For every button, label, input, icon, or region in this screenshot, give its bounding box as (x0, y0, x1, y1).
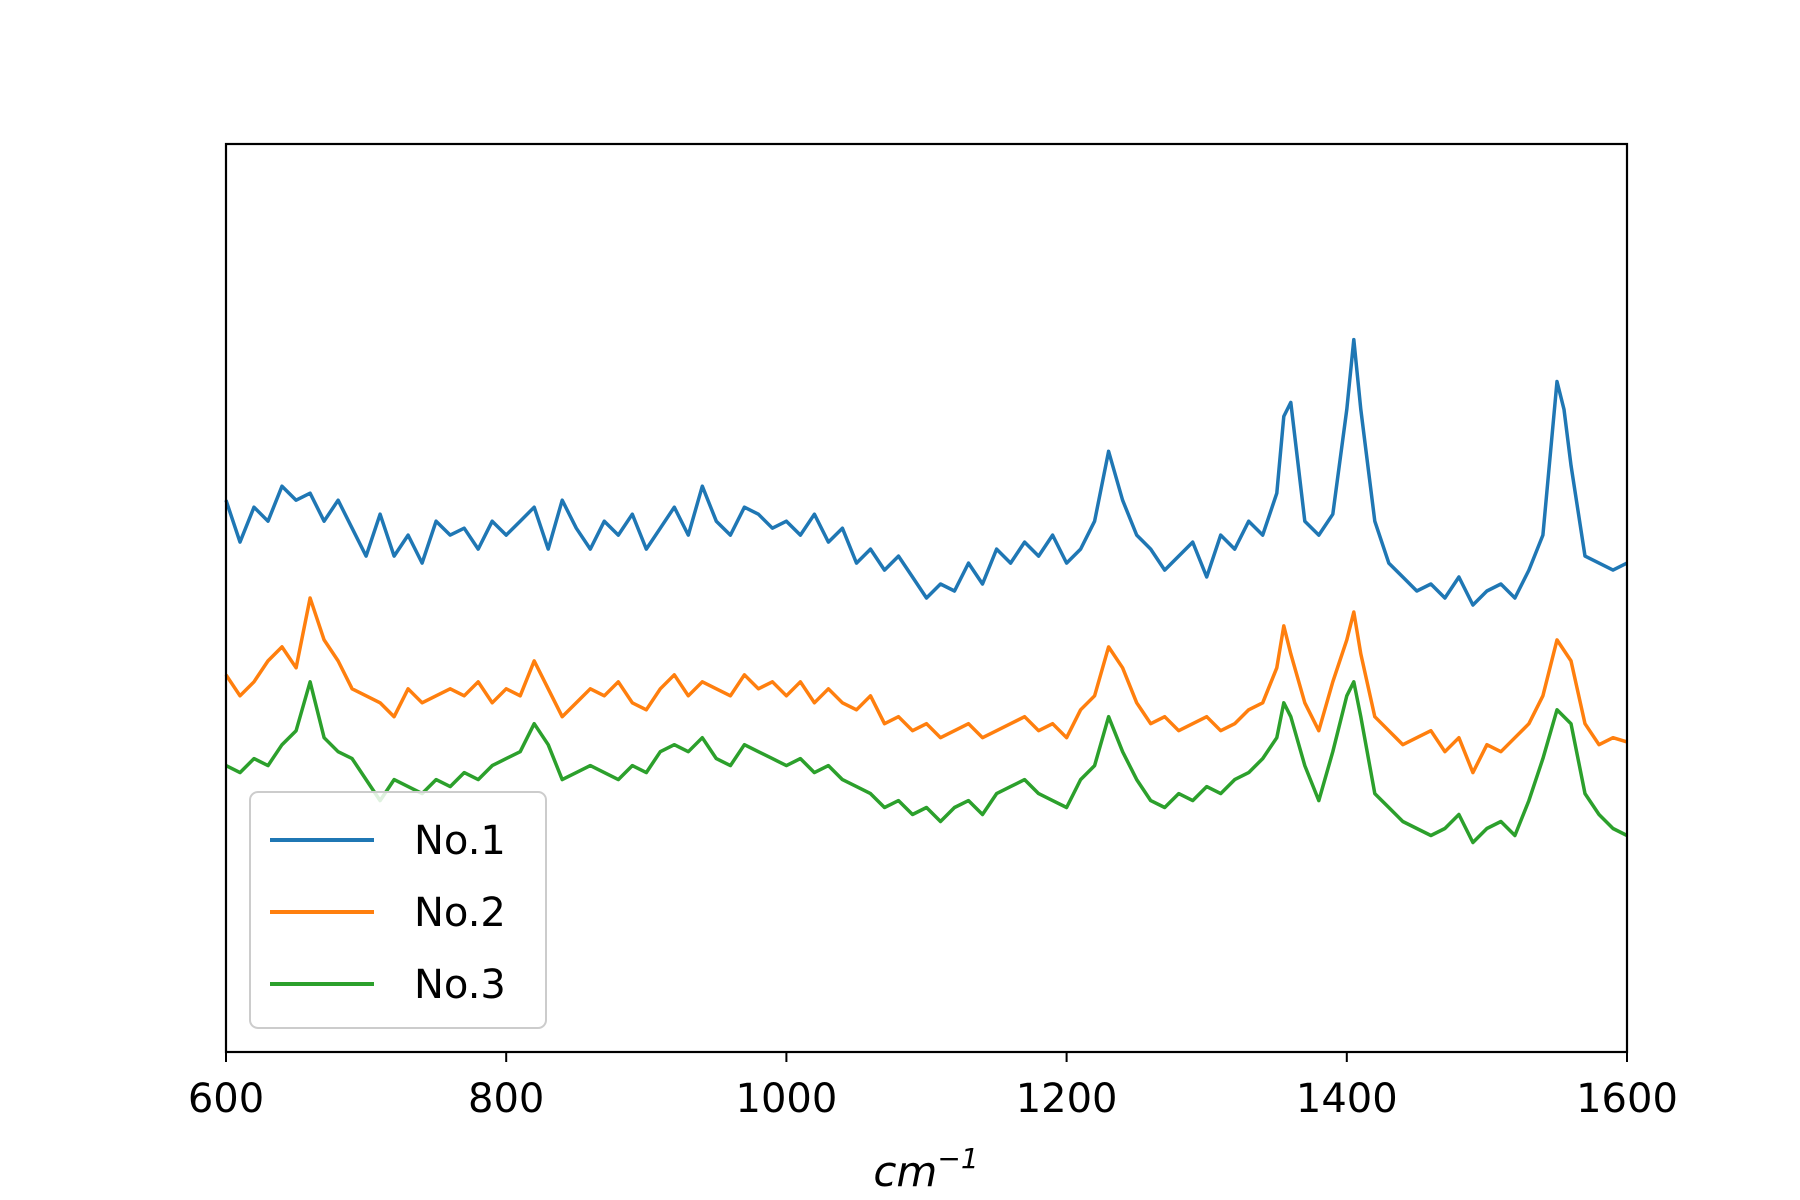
legend-label-1: No.1 (414, 818, 506, 864)
x-tick-label: 800 (468, 1076, 544, 1122)
legend-box (249, 791, 547, 1029)
x-axis-label: cm−1 (873, 1142, 978, 1196)
series-line-3 (225, 680, 1628, 845)
x-axis-label-exponent: −1 (937, 1142, 978, 1175)
series-line-1 (224, 337, 1628, 607)
legend-label-2: No.2 (414, 890, 506, 936)
x-tick-label: 1200 (1016, 1076, 1118, 1122)
legend-label-3: No.3 (414, 962, 506, 1008)
x-axis-label-base: cm (873, 1147, 937, 1196)
series-line-2 (224, 596, 1628, 775)
x-tick-label: 600 (188, 1076, 264, 1122)
x-tick-label: 1000 (736, 1076, 838, 1122)
plot-frame (224, 142, 1629, 1054)
series-layer (224, 337, 1628, 845)
legend: No.1 No.2 No.3 (249, 791, 547, 1029)
x-axis-ticks: 600 800 1000 1200 1400 1600 (188, 1052, 1678, 1122)
x-tick-label: 1400 (1296, 1076, 1398, 1122)
x-tick-label: 1600 (1576, 1076, 1678, 1122)
